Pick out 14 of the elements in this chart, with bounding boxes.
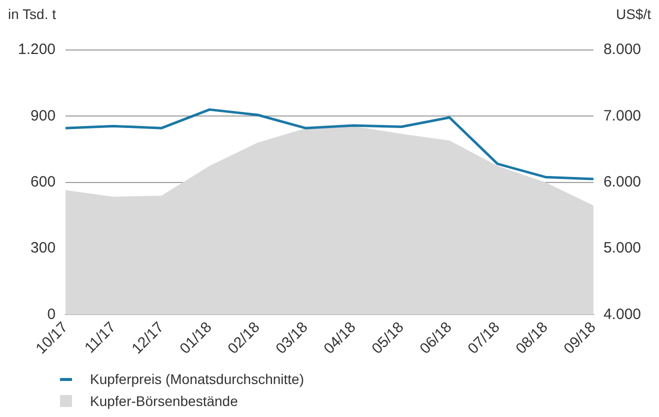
y2-axis-title: US$/t (616, 6, 652, 22)
y2-tick-label: 4.000 (603, 306, 642, 323)
legend-label: Kupfer-Börsenbestände (90, 393, 238, 409)
y-tick-label: 900 (30, 107, 56, 124)
y2-tick-label: 7.000 (603, 107, 642, 124)
y-tick-label: 0 (47, 306, 56, 323)
y-tick-label: 600 (30, 174, 56, 191)
y-tick-label: 1.200 (18, 41, 56, 58)
legend-label: Kupferpreis (Monatsdurchschnitte) (90, 371, 304, 387)
y-axis-title: in Tsd. t (8, 6, 56, 22)
y-tick-label: 300 (30, 240, 56, 257)
y2-tick-label: 8.000 (603, 41, 642, 58)
y2-tick-label: 5.000 (603, 240, 642, 257)
y2-tick-label: 6.000 (603, 174, 642, 191)
